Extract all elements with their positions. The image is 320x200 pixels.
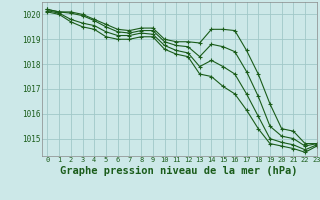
X-axis label: Graphe pression niveau de la mer (hPa): Graphe pression niveau de la mer (hPa): [60, 166, 298, 176]
